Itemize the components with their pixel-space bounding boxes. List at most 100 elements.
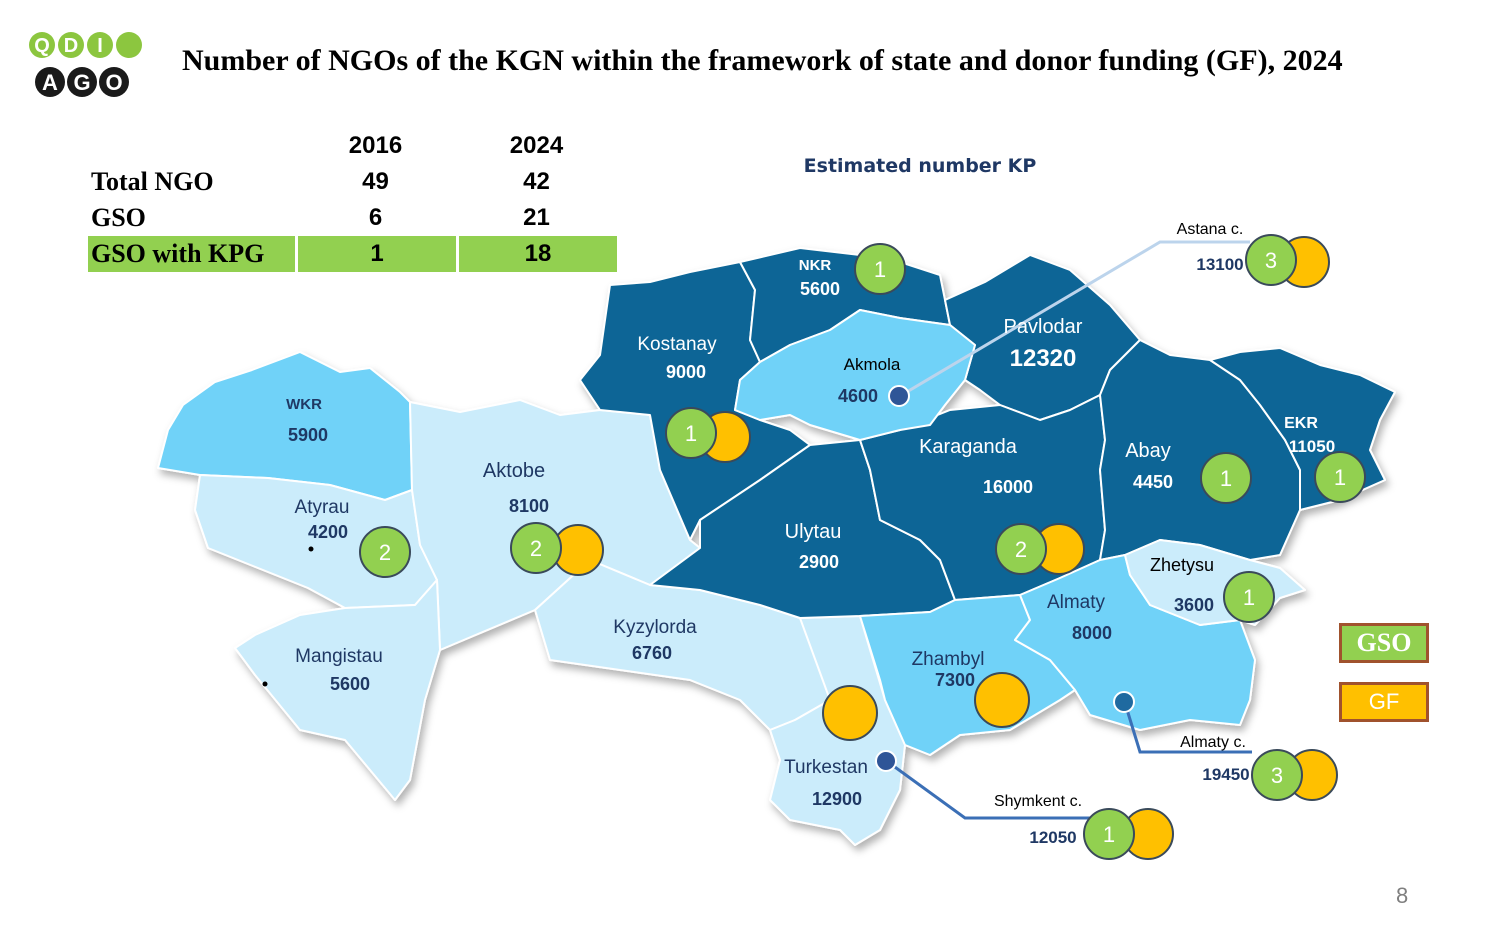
region-kp: 6760 xyxy=(632,643,672,663)
city-marker-astana xyxy=(888,385,910,407)
region-kp: 8000 xyxy=(1072,623,1112,643)
region-name: Akmola xyxy=(844,355,901,374)
region-kp: 3600 xyxy=(1174,595,1214,615)
city-kp: 13100 xyxy=(1196,255,1243,274)
gso-count: 2 xyxy=(530,536,542,561)
astana-leader-line xyxy=(899,240,1250,398)
region-kp: 5900 xyxy=(288,425,328,445)
row-value: 21 xyxy=(523,204,550,231)
almaty-city-leader-line xyxy=(1123,702,1252,754)
region-kp: 12900 xyxy=(812,789,862,809)
page-title: Number of NGOs of the KGN within the fra… xyxy=(182,44,1343,77)
ngo-stats-table: 2016 2024 Total NGO 49 42 GSO 6 21 GSO w… xyxy=(88,128,617,272)
region-kp: 2900 xyxy=(799,552,839,572)
gso-badge xyxy=(359,526,411,578)
region-name: Mangistau xyxy=(295,646,383,667)
region-name: Atyrau xyxy=(295,497,350,518)
table-header-row: 2016 2024 xyxy=(88,128,617,164)
gso-count: 1 xyxy=(685,421,697,446)
region-kp: 11050 xyxy=(1289,437,1335,456)
city-name: Astana c. xyxy=(1177,221,1244,238)
region-kp: 12320 xyxy=(1010,345,1077,372)
region-name: Kostanay xyxy=(637,334,717,355)
gso-badge xyxy=(854,243,906,295)
row-value: 1 xyxy=(295,236,456,272)
svg-text:A: A xyxy=(42,70,58,95)
region-kp: 5600 xyxy=(800,279,840,299)
gso-badge xyxy=(1200,452,1252,504)
region-kp: 7300 xyxy=(935,670,975,690)
year-header: 2024 xyxy=(509,132,564,159)
row-value: 49 xyxy=(362,168,389,195)
region-kp: 4450 xyxy=(1133,472,1173,492)
city-marker-almaty xyxy=(1113,691,1135,713)
year-header: 2016 xyxy=(348,132,403,159)
shymkent-leader-line xyxy=(887,760,1095,820)
region-name: Aktobe xyxy=(483,460,545,482)
gso-badge xyxy=(1245,234,1297,286)
gso-count: 2 xyxy=(1015,537,1027,562)
region-kp: 16000 xyxy=(983,477,1033,497)
gf-badge xyxy=(822,685,878,741)
city-name: Shymkent c. xyxy=(994,793,1082,810)
region-name: NKR xyxy=(799,257,832,274)
row-value: 42 xyxy=(523,168,550,195)
gso-badge xyxy=(1251,749,1303,801)
gso-count: 2 xyxy=(379,540,391,565)
region-name: Ulytau xyxy=(785,521,842,543)
region-name: Almaty xyxy=(1047,592,1106,613)
gso-count: 1 xyxy=(1334,465,1346,490)
region-name: Zhetysu xyxy=(1150,555,1214,575)
region-mangistau xyxy=(234,579,441,801)
table-row: GSO 6 21 xyxy=(88,200,617,236)
region-labels: WKR 5900 Atyrau 4200 Aktobe 8100 Mangist… xyxy=(286,257,1335,809)
port-dot xyxy=(262,681,268,687)
gso-count: 3 xyxy=(1265,248,1277,273)
region-name: Pavlodar xyxy=(1004,316,1083,338)
region-name: EKR xyxy=(1284,415,1318,432)
region-kp: 9000 xyxy=(666,362,706,382)
gso-count: 3 xyxy=(1271,763,1283,788)
gso-count: 1 xyxy=(1243,585,1255,610)
gso-count: 1 xyxy=(874,257,886,282)
region-kp: 8100 xyxy=(509,496,549,516)
city-kp: 12050 xyxy=(1029,828,1076,847)
row-value: 18 xyxy=(456,236,617,272)
row-label: GSO with KPG xyxy=(88,236,295,272)
region-name: Kyzylorda xyxy=(613,617,697,638)
legend-gf: GF xyxy=(1339,682,1429,722)
map-subtitle: Estimated number KP xyxy=(804,155,1037,177)
region-wkr xyxy=(157,351,413,501)
region-kp: 5600 xyxy=(330,674,370,694)
table-row: Total NGO 49 42 xyxy=(88,164,617,200)
region-kp: 4600 xyxy=(838,386,878,406)
city-kp: 19450 xyxy=(1202,765,1249,784)
svg-text:Q: Q xyxy=(34,35,50,57)
region-name: Zhambyl xyxy=(912,649,985,670)
qdi-ago-logo: Q D I A G O xyxy=(29,32,142,97)
row-label: Total NGO xyxy=(91,167,214,196)
city-name: Almaty c. xyxy=(1180,734,1246,751)
svg-text:I: I xyxy=(97,35,103,57)
region-name: Karaganda xyxy=(919,436,1018,458)
gso-badge xyxy=(510,522,562,574)
gso-badge xyxy=(1314,451,1366,503)
region-abay xyxy=(1099,339,1301,561)
region-akmola xyxy=(734,309,976,441)
city-marker-shymkent xyxy=(875,750,897,772)
region-name: Abay xyxy=(1125,440,1171,462)
legend-gso-label: GSO xyxy=(1356,628,1412,657)
region-kp: 4200 xyxy=(308,522,348,542)
gso-badge xyxy=(1223,571,1275,623)
gso-count: 1 xyxy=(1103,822,1115,847)
row-value: 6 xyxy=(368,204,383,231)
region-name: WKR xyxy=(286,396,322,413)
svg-text:O: O xyxy=(105,70,122,95)
svg-text:G: G xyxy=(73,70,90,95)
legend-gso: GSO xyxy=(1339,623,1429,663)
funding-badges: 1 1 3 2 2 2 1 1 1 3 xyxy=(359,234,1366,860)
region-name: Turkestan xyxy=(784,757,868,778)
gso-count: 1 xyxy=(1220,466,1232,491)
table-row-highlighted: GSO with KPG 1 18 xyxy=(88,236,617,272)
